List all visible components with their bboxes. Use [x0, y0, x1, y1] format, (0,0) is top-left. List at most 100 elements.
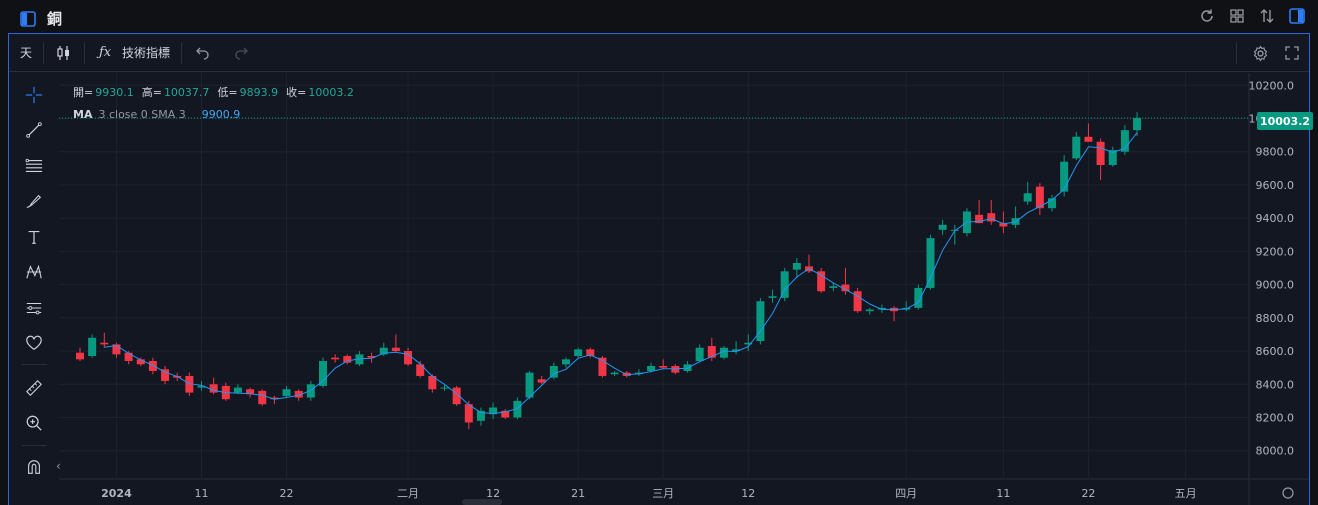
candle-body — [197, 385, 206, 388]
candle-body — [549, 365, 558, 378]
zoom-button[interactable] — [22, 411, 46, 435]
y-tick-label: 9000.0 — [1256, 279, 1295, 292]
fx-icon: ƒx — [98, 45, 112, 60]
candle-body — [428, 375, 437, 390]
crosshair-button[interactable] — [22, 83, 46, 107]
candle-body — [792, 263, 801, 270]
low-label: 低= — [217, 86, 238, 99]
fullscreen-icon[interactable] — [1283, 44, 1301, 62]
crosshair-icon — [25, 86, 43, 104]
candle-body — [233, 387, 242, 393]
candle-body — [525, 372, 534, 398]
candle-body — [537, 379, 546, 383]
high-label: 高= — [141, 86, 162, 99]
candle-body — [853, 291, 862, 312]
high-value: 10037.7 — [163, 85, 210, 99]
redo-icon — [233, 44, 251, 62]
candle-body — [671, 365, 680, 373]
x-tick-label: 21 — [571, 487, 585, 500]
compare-icon[interactable] — [1258, 7, 1276, 25]
chart-type-button[interactable] — [44, 34, 84, 72]
candle-body — [464, 404, 473, 423]
candle-body — [647, 365, 656, 371]
candle-body — [489, 407, 498, 415]
settings-icon[interactable] — [1251, 44, 1269, 62]
magnet-icon — [25, 458, 43, 476]
trendline-icon — [25, 121, 43, 139]
candle-body — [817, 271, 826, 292]
grid-icon[interactable] — [1228, 7, 1246, 25]
pattern-button[interactable] — [22, 260, 46, 284]
title-bar: 銅 — [0, 0, 1318, 32]
candle-body — [379, 347, 388, 355]
ma-line — [104, 132, 1138, 415]
candle-body — [938, 224, 947, 230]
fib-button[interactable] — [22, 154, 46, 178]
candle-body — [1108, 150, 1117, 166]
divider — [1236, 42, 1237, 64]
candle-body — [756, 301, 765, 342]
y-tick-label: 8600.0 — [1256, 345, 1295, 358]
ma-params: 3 close 0 SMA 3 — [98, 107, 186, 121]
ruler-button[interactable] — [22, 376, 46, 400]
candle-body — [501, 410, 510, 418]
interval-button[interactable]: 天 — [9, 34, 43, 72]
open-label: 開= — [73, 86, 94, 99]
low-value: 9893.9 — [239, 85, 279, 99]
candle-body — [732, 349, 741, 352]
brush-button[interactable] — [22, 189, 46, 213]
chart-frame: 天 ƒx 技術指標 — [8, 33, 1313, 505]
y-tick-label: 9400.0 — [1256, 212, 1295, 225]
candle-body — [865, 309, 874, 312]
candle-body — [88, 337, 97, 357]
redo-button[interactable] — [222, 34, 262, 72]
candle-body — [282, 389, 291, 396]
prediction-button[interactable] — [22, 296, 46, 320]
candle-body — [1072, 136, 1081, 159]
candle-body — [355, 354, 364, 365]
chart-pane[interactable]: 10200.010000.09800.09600.09400.09200.090… — [59, 73, 1309, 505]
candle-body — [452, 387, 461, 405]
undo-button[interactable] — [182, 34, 222, 72]
candle-body — [391, 347, 400, 352]
time-scroll-handle[interactable] — [462, 499, 502, 505]
trendline-button[interactable] — [22, 118, 46, 142]
candle-body — [1035, 186, 1044, 209]
zoom-icon — [25, 414, 43, 432]
axis-settings-icon — [1282, 487, 1294, 499]
x-tick-label: 2024 — [101, 487, 132, 500]
y-tick-label: 8400.0 — [1256, 378, 1295, 391]
candle-body — [100, 342, 109, 345]
y-tick-label: 9600.0 — [1256, 179, 1295, 192]
x-tick-label: 四月 — [895, 487, 917, 500]
heart-icon — [25, 334, 43, 352]
candle-body — [367, 356, 376, 358]
divider — [181, 41, 183, 64]
candles-icon — [55, 44, 73, 62]
layout-icon[interactable] — [19, 10, 37, 28]
candle-body — [999, 223, 1008, 227]
candle-body — [574, 349, 583, 357]
magnet-button[interactable] — [22, 455, 46, 479]
candle-body — [780, 271, 789, 298]
collapse-toolbar-icon[interactable]: ‹ — [56, 459, 61, 473]
close-label: 收= — [286, 86, 307, 99]
text-button[interactable] — [22, 225, 46, 249]
divider — [43, 41, 45, 64]
fib-icon — [25, 157, 43, 175]
candlestick-chart[interactable]: 10200.010000.09800.09600.09400.09200.090… — [59, 73, 1309, 505]
x-tick-label: 12 — [486, 487, 500, 500]
x-tick-label: 二月 — [397, 487, 419, 500]
text-icon — [25, 228, 43, 246]
last-price-tag: 10003.2 — [1257, 112, 1313, 130]
candle-body — [975, 214, 984, 224]
brush-icon — [25, 192, 43, 210]
favorites-button[interactable] — [22, 331, 46, 355]
sidebar-icon[interactable] — [1288, 7, 1306, 25]
candle-body — [987, 213, 996, 222]
candle-body — [659, 365, 668, 368]
ma-legend[interactable]: MA 3 close 0 SMA 3 9900.9 — [73, 103, 354, 125]
drawing-toolbar: ‹ — [9, 73, 61, 505]
indicators-button[interactable]: ƒx 技術指標 — [85, 34, 181, 72]
refresh-icon[interactable] — [1198, 7, 1216, 25]
